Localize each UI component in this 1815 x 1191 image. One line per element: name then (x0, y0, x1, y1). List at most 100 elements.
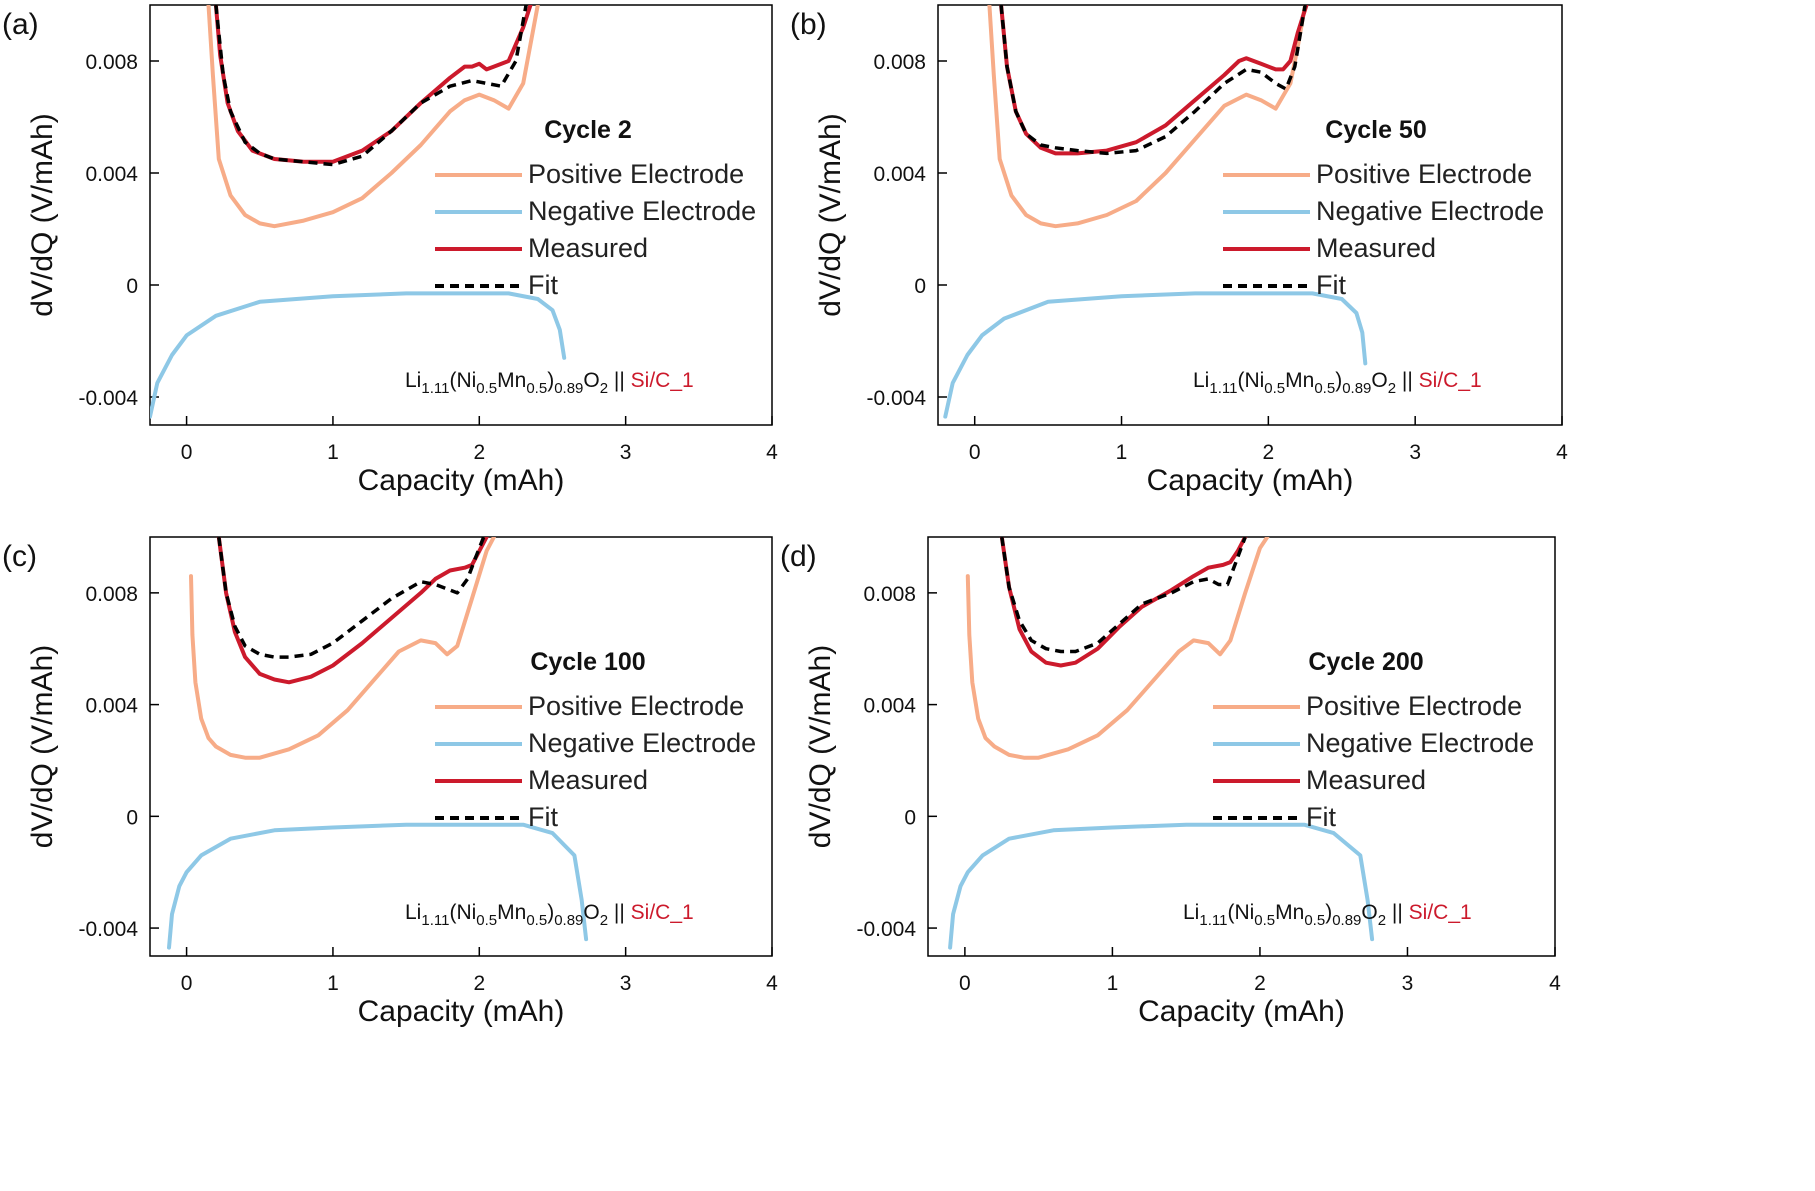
annotation-mn: Mn (497, 901, 526, 924)
legend-label-positive: Positive Electrode (528, 691, 744, 721)
plot-frame (149, 4, 773, 426)
y-tick-label: -0.004 (866, 387, 926, 410)
x-tick-label: 0 (181, 972, 193, 995)
legend-label-fit: Fit (528, 270, 558, 300)
y-tick-label: 0 (126, 806, 138, 829)
annotation-sub: 1.11 (1209, 380, 1237, 397)
annotation-sub: 0.89 (554, 912, 583, 929)
x-tick-label: 3 (1409, 441, 1421, 464)
annotation-li: Li (1183, 901, 1199, 924)
x-tick-label: 1 (1107, 972, 1119, 995)
x-tick-label: 0 (959, 972, 971, 995)
annotation-sub: 0.5 (476, 380, 497, 397)
annotation-sub: 0.5 (1304, 912, 1325, 929)
positive-electrode-curve (206, 5, 540, 229)
fit-curve (999, 5, 1307, 156)
plot-frame (149, 536, 773, 957)
annotation-sub: 0.89 (1342, 380, 1371, 397)
x-tick-label: 3 (1402, 972, 1414, 995)
annotation-sub: 1.11 (1199, 912, 1227, 929)
legend-label-negative: Negative Electrode (1306, 728, 1534, 758)
cell-chemistry-label: Li1.11(Ni0.5Mn0.5)0.89O2 || Si/C_1 (1183, 901, 1472, 929)
annotation-sub: 0.89 (554, 380, 583, 397)
y-tick-label: 0.008 (85, 51, 138, 74)
curves (943, 5, 1368, 419)
plot-frame (927, 536, 1556, 957)
annotation-sub: 2 (1378, 912, 1386, 929)
legend-label-measured: Measured (1306, 765, 1426, 795)
cell-chemistry-label: Li1.11(Ni0.5Mn0.5)0.89O2 || Si/C_1 (405, 369, 694, 397)
annotation-ni: (Ni (449, 369, 476, 392)
negative-electrode-curve (167, 822, 589, 950)
annotation-sub: 0.5 (1314, 380, 1335, 397)
annotation-sub: 0.5 (526, 380, 547, 397)
cycle-title: Cycle 2 (544, 116, 632, 144)
annotation-close: ) (1335, 369, 1342, 392)
measured-curve (999, 537, 1248, 668)
curves (150, 5, 567, 419)
y-axis-label: dV/dQ (V/mAh) (804, 645, 837, 848)
fit-curve (214, 5, 528, 167)
x-tick-label: 0 (969, 441, 981, 464)
y-tick-label: 0.008 (863, 583, 916, 606)
x-tick-label: 3 (620, 441, 632, 464)
annotation-o: O (583, 901, 599, 924)
y-tick-label: 0 (904, 806, 916, 829)
y-axis-label: dV/dQ (V/mAh) (26, 645, 59, 848)
x-tick-label: 1 (1116, 441, 1128, 464)
x-tick-label: 1 (327, 441, 339, 464)
y-tick-label: 0.004 (85, 163, 138, 186)
annotation-o: O (1361, 901, 1377, 924)
y-axis-label: dV/dQ (V/mAh) (26, 113, 59, 316)
annotation-anode: Si/C_1 (631, 901, 694, 924)
panel-b: 0 1 2 3 4 -0.004 0 0.004 0.008 Capacity (mAh) dV/d… (790, 4, 1568, 497)
cell-chemistry-label: Li1.11(Ni0.5Mn0.5)0.89O2 || Si/C_1 (405, 901, 694, 929)
legend-label-measured: Measured (528, 233, 648, 263)
annotation-ni: (Ni (1237, 369, 1264, 392)
legend-label-negative: Negative Electrode (528, 196, 756, 226)
plot-frame (937, 4, 1563, 426)
annotation-ni: (Ni (449, 901, 476, 924)
positive-electrode-curve (965, 537, 1270, 760)
x-tick-label: 0 (181, 441, 193, 464)
annotation-sub: 0.89 (1332, 912, 1361, 929)
annotation-anode: Si/C_1 (1409, 901, 1472, 924)
measured-curve (999, 5, 1309, 156)
annotation-close: ) (1325, 901, 1332, 924)
x-tick-label: 3 (620, 972, 632, 995)
x-axis-label: Capacity (mAh) (358, 995, 565, 1028)
legend-label-negative: Negative Electrode (528, 728, 756, 758)
panel-letter: (b) (790, 8, 827, 41)
measured-curve (216, 537, 489, 685)
cycle-title: Cycle 100 (530, 648, 645, 676)
x-axis-label: Capacity (mAh) (358, 464, 565, 497)
annotation-ni: (Ni (1227, 901, 1254, 924)
annotation-close: ) (547, 901, 554, 924)
annotation-mn: Mn (1275, 901, 1304, 924)
annotation-li: Li (1193, 369, 1209, 392)
annotation-sub: 0.5 (526, 912, 547, 929)
annotation-sub: 2 (600, 912, 608, 929)
negative-electrode-curve (948, 822, 1375, 950)
x-tick-label: 4 (766, 441, 778, 464)
cycle-title: Cycle 200 (1308, 648, 1423, 676)
y-tick-label: 0.004 (873, 163, 926, 186)
annotation-mn: Mn (1285, 369, 1314, 392)
annotation-close: ) (547, 369, 554, 392)
panel-letter: (c) (2, 540, 37, 573)
legend-label-fit: Fit (528, 802, 558, 832)
negative-electrode-curve (943, 291, 1368, 419)
annotation-sub: 0.5 (1264, 380, 1285, 397)
annotation-sub: 2 (1388, 380, 1396, 397)
x-tick-label: 2 (1254, 972, 1266, 995)
y-tick-label: 0 (914, 275, 926, 298)
y-tick-label: 0.008 (85, 583, 138, 606)
annotation-li: Li (405, 901, 421, 924)
annotation-mn: Mn (497, 369, 526, 392)
positive-electrode-curve (987, 5, 1308, 229)
curves (948, 537, 1375, 950)
legend-label-fit: Fit (1306, 802, 1336, 832)
x-axis-label: Capacity (mAh) (1138, 995, 1345, 1028)
legend-label-measured: Measured (528, 765, 648, 795)
annotation-separator: || (608, 369, 631, 392)
